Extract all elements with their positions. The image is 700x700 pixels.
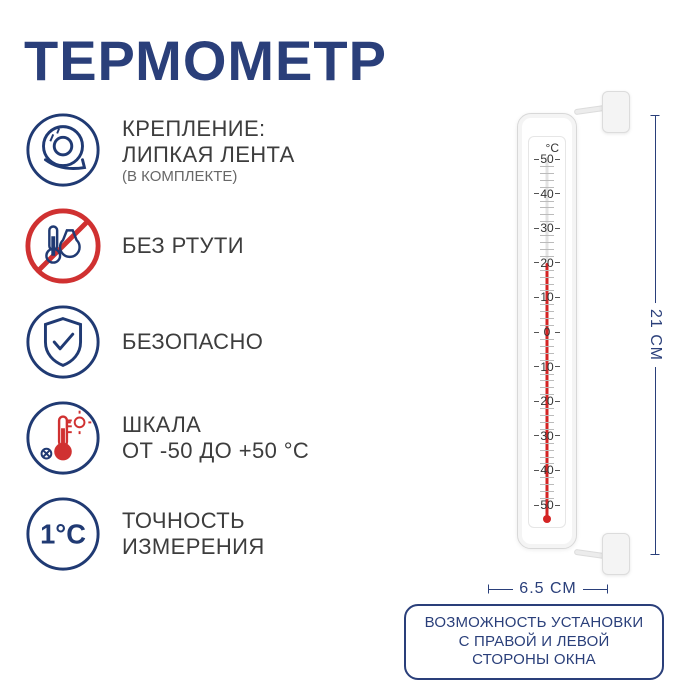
feature-line: ЛИПКАЯ ЛЕНТА [122, 142, 295, 168]
dimension-width: 6.5 СМ [488, 576, 608, 602]
tick-row: 50 [534, 152, 560, 166]
bulb [543, 515, 551, 523]
dimension-width-label: 6.5 СМ [513, 580, 582, 598]
tick-row: 30 [534, 429, 560, 443]
feature-line: КРЕПЛЕНИЕ: [122, 116, 295, 142]
no-mercury-icon [24, 207, 102, 285]
tick-row: 10 [534, 360, 560, 374]
dimension-height-label: 21 СМ [646, 303, 664, 367]
scale-icon [24, 399, 102, 477]
tick-row: 20 [534, 256, 560, 270]
scale-window: °C 504030201001020304050 [528, 136, 566, 528]
install-note: ВОЗМОЖНОСТЬ УСТАНОВКИ С ПРАВОЙ И ЛЕВОЙ С… [404, 604, 664, 680]
tick-row: 50 [534, 498, 560, 512]
feature-line: ТОЧНОСТЬ [122, 508, 265, 534]
mount-bracket-top [602, 91, 630, 133]
tick-row: 20 [534, 394, 560, 408]
feature-text: КРЕПЛЕНИЕ: ЛИПКАЯ ЛЕНТА (В КОМПЛЕКТЕ) [122, 116, 295, 185]
dimension-height: 21 СМ [634, 115, 676, 555]
mount-bracket-bottom [602, 533, 630, 575]
feature-text: БЕЗОПАСНО [122, 329, 263, 355]
feature-line: БЕЗОПАСНО [122, 329, 263, 355]
shield-icon [24, 303, 102, 381]
scale-ticks: 504030201001020304050 [534, 159, 560, 505]
tick-row: 40 [534, 463, 560, 477]
feature-line: ОТ -50 ДО +50 °C [122, 438, 309, 464]
page-title: ТЕРМОМЕТР [24, 28, 676, 93]
install-note-line: С ПРАВОЙ И ЛЕВОЙ [416, 633, 652, 652]
precision-badge: 1°C [40, 519, 86, 550]
tick-row: 40 [534, 187, 560, 201]
feature-text: БЕЗ РТУТИ [122, 233, 244, 259]
tick-row: 10 [534, 290, 560, 304]
feature-line: ИЗМЕРЕНИЯ [122, 534, 265, 560]
feature-text: ШКАЛА ОТ -50 ДО +50 °C [122, 412, 309, 464]
feature-line: ШКАЛА [122, 412, 309, 438]
tape-icon [24, 111, 102, 189]
install-note-line: СТОРОНЫ ОКНА [416, 651, 652, 670]
thermometer-body: °C 504030201001020304050 [517, 113, 577, 549]
product-illustration: °C 504030201001020304050 [472, 85, 622, 585]
tick-row: 30 [534, 221, 560, 235]
feature-line: БЕЗ РТУТИ [122, 233, 244, 259]
install-note-line: ВОЗМОЖНОСТЬ УСТАНОВКИ [416, 614, 652, 633]
tick-row: 0 [534, 325, 560, 339]
feature-text: ТОЧНОСТЬ ИЗМЕРЕНИЯ [122, 508, 265, 560]
precision-icon: 1°C [24, 495, 102, 573]
feature-note: (В КОМПЛЕКТЕ) [122, 168, 295, 185]
infographic-root: ТЕРМОМЕТР КРЕПЛЕНИЕ: ЛИПКАЯ ЛЕНТА (В КОМ… [0, 0, 700, 700]
